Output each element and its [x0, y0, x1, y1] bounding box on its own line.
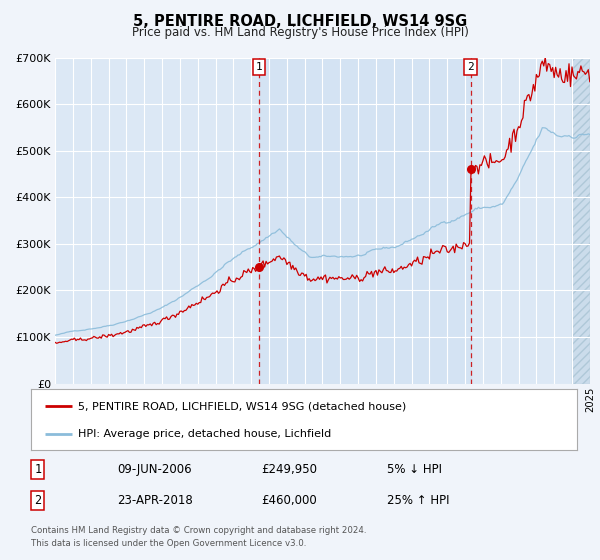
Text: 5, PENTIRE ROAD, LICHFIELD, WS14 9SG: 5, PENTIRE ROAD, LICHFIELD, WS14 9SG	[133, 14, 467, 29]
Text: 25% ↑ HPI: 25% ↑ HPI	[387, 493, 449, 507]
Text: This data is licensed under the Open Government Licence v3.0.: This data is licensed under the Open Gov…	[31, 539, 307, 548]
Text: £249,950: £249,950	[261, 463, 317, 476]
Text: £460,000: £460,000	[261, 493, 317, 507]
Text: 09-JUN-2006: 09-JUN-2006	[117, 463, 191, 476]
Text: 2: 2	[467, 62, 474, 72]
Text: 1: 1	[256, 62, 262, 72]
Bar	[259, 58, 470, 384]
Text: Price paid vs. HM Land Registry's House Price Index (HPI): Price paid vs. HM Land Registry's House …	[131, 26, 469, 39]
Bar	[572, 58, 590, 384]
Text: 2: 2	[34, 493, 41, 507]
Text: 5, PENTIRE ROAD, LICHFIELD, WS14 9SG (detached house): 5, PENTIRE ROAD, LICHFIELD, WS14 9SG (de…	[77, 401, 406, 411]
Bar	[572, 58, 590, 384]
Text: 5% ↓ HPI: 5% ↓ HPI	[387, 463, 442, 476]
Text: 23-APR-2018: 23-APR-2018	[117, 493, 193, 507]
Text: Contains HM Land Registry data © Crown copyright and database right 2024.: Contains HM Land Registry data © Crown c…	[31, 526, 367, 535]
Text: 1: 1	[34, 463, 41, 476]
Text: HPI: Average price, detached house, Lichfield: HPI: Average price, detached house, Lich…	[77, 429, 331, 439]
